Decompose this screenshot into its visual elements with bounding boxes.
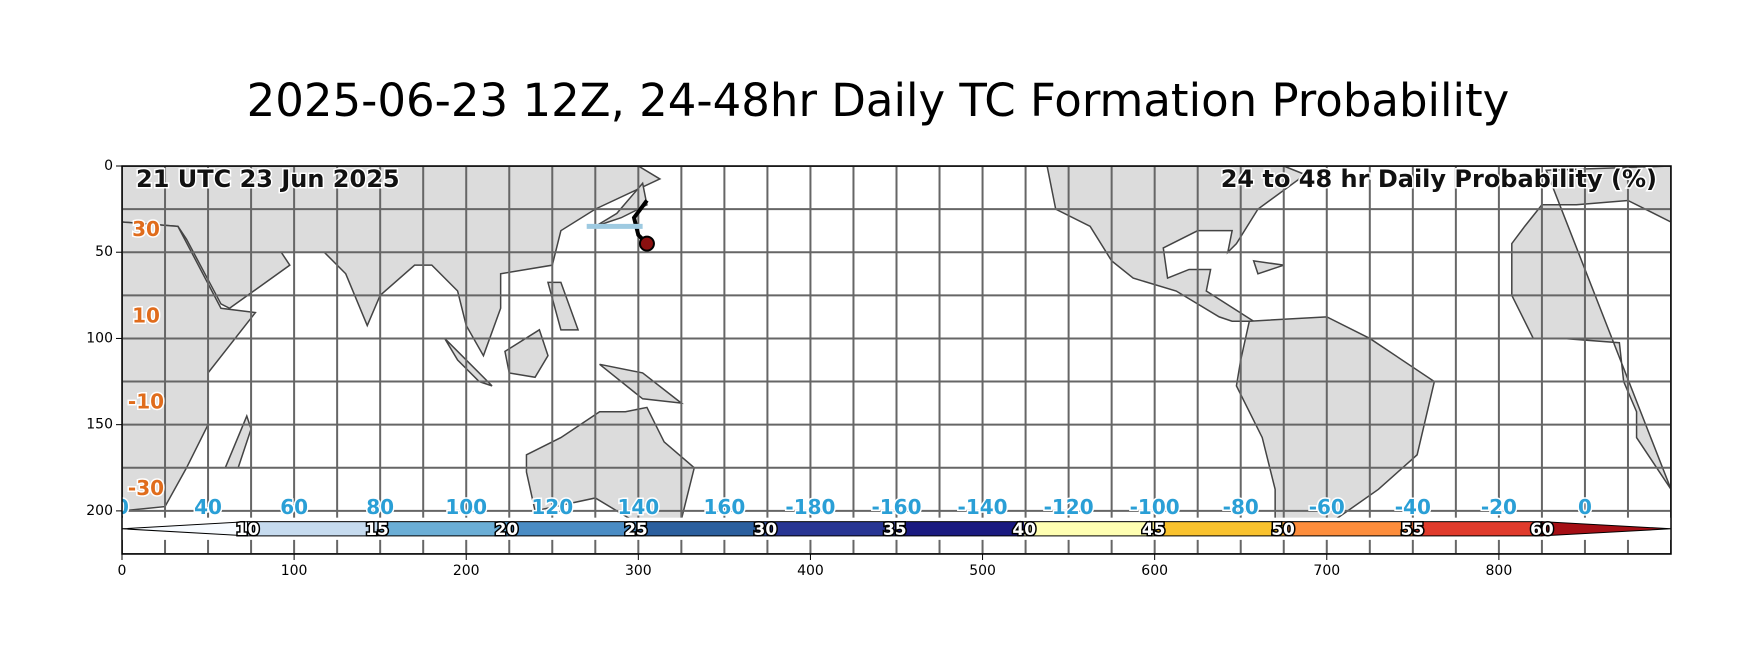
- x-tick-label: 700: [1313, 563, 1340, 579]
- colorbar-segment: [1412, 521, 1542, 536]
- colorbar-segment: [377, 521, 507, 536]
- lon-label: 100: [445, 495, 487, 519]
- colorbar-label: 40: [1012, 520, 1036, 540]
- product-label: 24 to 48 hr Daily Probability (%): [1221, 165, 1657, 193]
- colorbar-frame: [247, 521, 1543, 537]
- colorbar-segment: [1283, 521, 1413, 536]
- x-tick-label: 600: [1141, 563, 1168, 579]
- x-tick-label: 100: [281, 563, 308, 579]
- colorbar-label: 50: [1271, 520, 1295, 540]
- land: [122, 166, 662, 358]
- lon-label: 40: [194, 495, 222, 519]
- colorbar-label: 10: [236, 520, 260, 540]
- lon-label: -160: [871, 495, 921, 519]
- x-tick-label: 500: [969, 563, 996, 579]
- lat-label: -30: [128, 476, 164, 500]
- colorbar-label: 55: [1401, 520, 1425, 540]
- lon-label: -60: [1309, 495, 1345, 519]
- colorbar-segment: [506, 521, 636, 536]
- colorbar-segment: [635, 521, 766, 536]
- axes-frame: [121, 165, 1672, 555]
- y-tick-label: 100: [86, 330, 113, 346]
- lat-label: 10: [132, 303, 160, 327]
- colorbar-label: 60: [1530, 520, 1554, 540]
- lat-label: 30: [132, 217, 160, 241]
- lon-label: -180: [785, 495, 835, 519]
- colorbar-label: 25: [624, 520, 648, 540]
- colorbar-label: 35: [883, 520, 907, 540]
- land: [546, 281, 580, 331]
- lon-label: 140: [617, 495, 659, 519]
- storm-marker: [638, 235, 655, 252]
- x-tick-label: 0: [118, 563, 127, 579]
- colorbar-segment: [765, 521, 895, 536]
- lon-label: 160: [704, 495, 746, 519]
- colorbar-label: 20: [495, 520, 519, 540]
- x-tick-label: 300: [625, 563, 652, 579]
- map-image: 21 UTC 23 Jun 2025 24 to 48 hr Daily Prob…: [115, 165, 1671, 554]
- colorbar-label: 45: [1142, 520, 1166, 540]
- colorbar-segment: [247, 521, 378, 536]
- colorbar-segment: [1153, 521, 1284, 536]
- y-tick-label: 50: [95, 244, 113, 260]
- x-tick-label: 400: [797, 563, 824, 579]
- colorbar-segment: [1024, 521, 1154, 536]
- y-tick-label: 150: [86, 417, 113, 433]
- colorbar-label: 15: [365, 520, 389, 540]
- lon-label: -120: [1044, 495, 1094, 519]
- lon-label: 0: [115, 495, 129, 519]
- land: [1252, 259, 1284, 275]
- colorbar-segment: [894, 521, 1025, 536]
- valid-time: 21 UTC 23 Jun 2025: [136, 165, 400, 193]
- lon-label: 80: [366, 495, 394, 519]
- lon-label: -140: [958, 495, 1008, 519]
- y-tick-label: 0: [104, 158, 113, 174]
- x-tick-label: 200: [453, 563, 480, 579]
- lat-label: -10: [128, 390, 164, 414]
- lon-label: 120: [531, 495, 573, 519]
- land: [594, 181, 648, 228]
- lon-label: -80: [1223, 495, 1259, 519]
- lon-label: -20: [1481, 495, 1517, 519]
- lon-label: 60: [280, 495, 308, 519]
- figure-title: 2025-06-23 12Z, 24-48hr Daily TC Formati…: [247, 74, 1510, 127]
- lon-label: 0: [1578, 495, 1592, 519]
- lon-label: -40: [1395, 495, 1431, 519]
- colorbar-label: 30: [754, 520, 778, 540]
- x-tick-label: 800: [1486, 563, 1513, 579]
- y-tick-label: 200: [86, 503, 113, 519]
- lon-label: -100: [1130, 495, 1180, 519]
